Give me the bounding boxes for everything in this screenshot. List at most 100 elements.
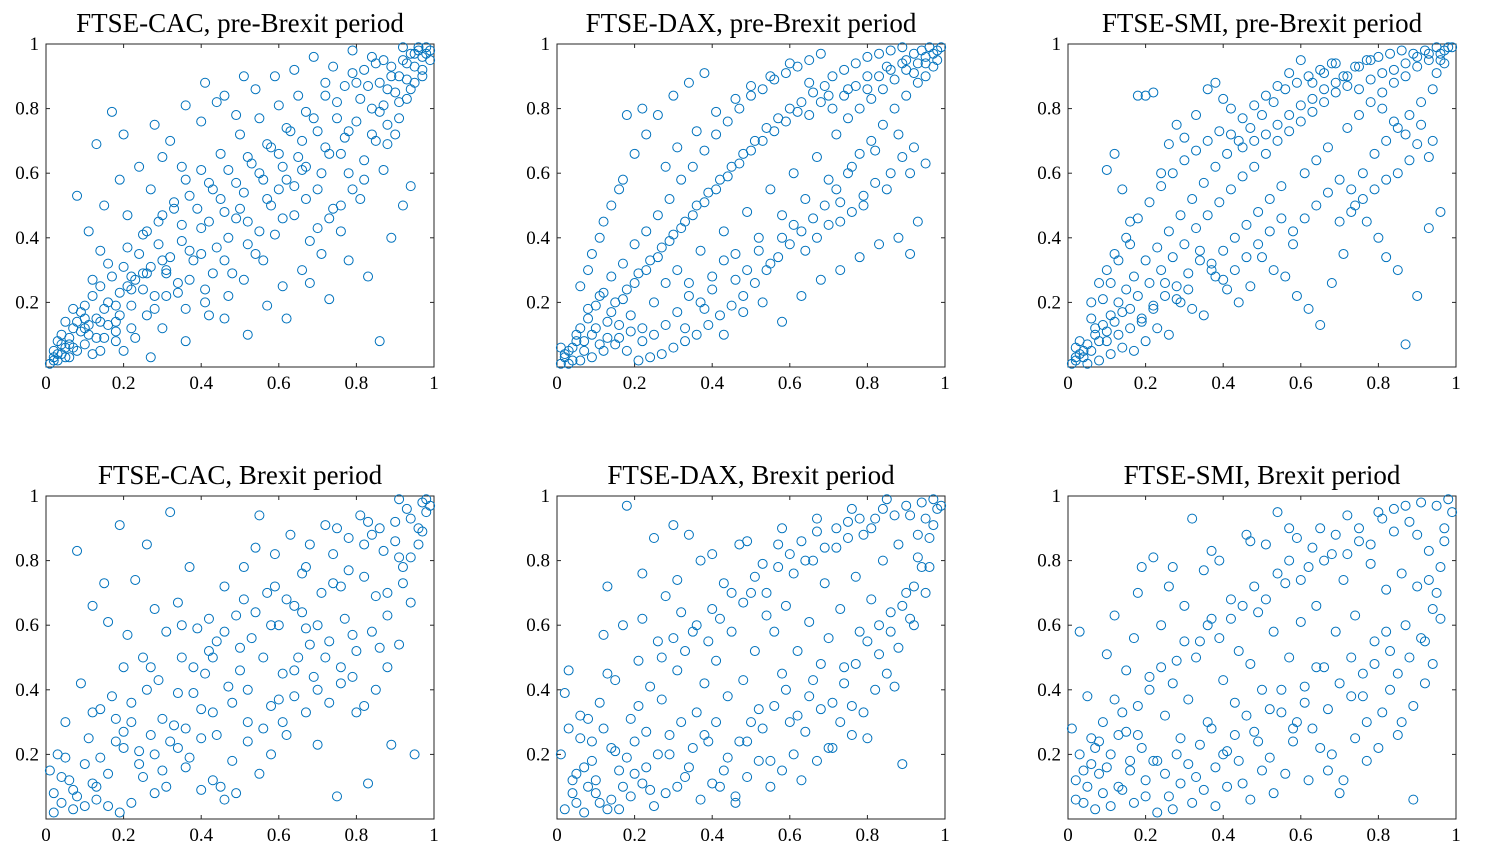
scatter-point [347,68,358,79]
scatter-point [1097,294,1108,305]
scatter-point [207,268,218,279]
scatter-point [359,155,370,166]
scatter-point [590,788,601,799]
scatter-point [347,45,358,56]
scatter-point [1319,97,1330,108]
scatter-point [1191,223,1202,234]
scatter-point [196,784,207,795]
scatter-point [1295,574,1306,585]
scatter-point [711,184,722,195]
scatter-point [1284,126,1295,137]
scatter-point [1427,658,1438,669]
scatter-point [656,242,667,253]
scatter-point [99,303,110,314]
scatter-point [664,236,675,247]
scatter-point [625,791,636,802]
scatter-point [1272,80,1283,91]
x-tick-label: 0.4 [189,373,213,394]
scatter-point [1412,51,1423,62]
scatter-point [1206,258,1217,269]
scatter-point [277,717,288,728]
scatter-point [831,129,842,140]
scatter-point [114,520,125,531]
scatter-point [645,352,656,363]
scatter-point [1322,142,1333,153]
scatter-point [575,733,586,744]
scatter-point [893,539,904,550]
scatter-point [145,352,156,363]
subplot-ftse-dax-pre-brexit-period: FTSE-DAX, pre-Brexit period 0 0.2 0.4 0.6 0.8… [526,8,950,394]
scatter-point [188,662,199,673]
scatter-point [141,684,152,695]
scatter-point [110,736,121,747]
scatter-point [800,245,811,256]
scatter-point [1346,652,1357,663]
scatter-point [300,623,311,634]
scatter-point [1373,232,1384,243]
scatter-point [676,607,687,618]
scatter-point [180,100,191,111]
scatter-point [56,772,67,783]
scatter-point [660,161,671,172]
scatter-point [1334,174,1345,185]
scatter-point [269,229,280,240]
scatter-point [633,655,644,666]
scatter-point [784,549,795,560]
scatter-point [1109,610,1120,621]
scatter-point [134,759,145,770]
scatter-point [405,84,416,95]
scatter-point [610,339,621,350]
scatter-point [773,562,784,573]
scatter-point [1066,723,1077,734]
scatter-point [1365,539,1376,550]
chart-title: FTSE-DAX, pre-Brexit period [586,8,917,38]
scatter-point [1101,164,1112,175]
scatter-point [769,700,780,711]
scatter-point [103,616,114,627]
scatter-point [1400,129,1411,140]
scatter-point [1156,662,1167,673]
scatter-point [258,652,269,663]
scatter-point [60,316,71,327]
scatter-point [114,310,125,321]
scatter-point [382,84,393,95]
scatter-point [1311,155,1322,166]
scatter-point [1225,613,1236,624]
axes-box [1067,43,1457,368]
scatter-point [1222,284,1233,295]
scatter-point [819,578,830,589]
scatter-point [641,265,652,276]
scatter-point [324,636,335,647]
scatter-point [219,626,230,637]
scatter-point [1086,759,1097,770]
scatter-point [788,168,799,179]
scatter-point [118,345,129,356]
scatter-point [235,203,245,214]
scatter-point [1342,80,1353,91]
scatter-point [1109,694,1120,705]
scatter-point [269,581,280,592]
scatter-point [1315,742,1326,753]
scatter-point [106,106,117,117]
scatter-point [64,352,75,363]
scatter-point [749,278,760,289]
scatter-point [1280,578,1291,589]
scatter-point [196,223,207,234]
scatter-point [893,232,904,243]
scatter-point [1225,103,1236,114]
scatter-point [1202,135,1213,146]
scatter-point [231,110,242,121]
scatter-point [652,252,663,263]
scatter-point [1136,562,1147,573]
scatter-point [843,113,853,124]
scatter-point [382,139,393,150]
scatter-point [343,126,354,137]
scatter-point [1233,297,1244,308]
scatter-point [126,717,137,728]
scatter-point [757,723,768,734]
scatter-point [1148,755,1159,766]
scatter-point [823,174,834,185]
scatter-point [1408,700,1419,711]
scatter-point [792,106,803,117]
scatter-point [1237,171,1248,182]
